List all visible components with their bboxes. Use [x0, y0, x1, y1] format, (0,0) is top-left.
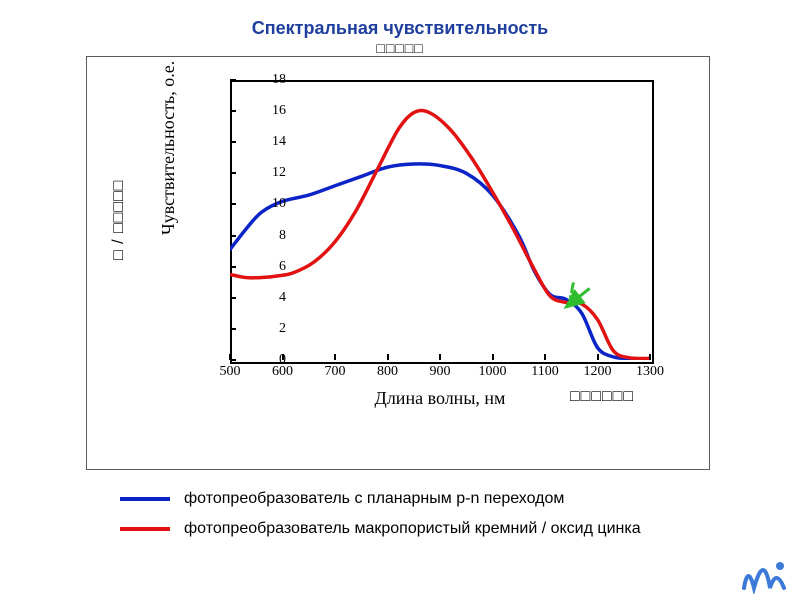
exclaim-mark: ! — [568, 278, 575, 304]
x-tick-label: 900 — [418, 364, 462, 380]
legend-label-1: фотопреобразователь с планарным p-n пере… — [184, 490, 564, 507]
x-tick-mark — [334, 354, 336, 360]
x-tick-mark — [597, 354, 599, 360]
legend-swatch-blue — [120, 497, 170, 501]
y-tick-mark — [230, 172, 236, 174]
y-tick-label: 8 — [230, 228, 286, 244]
logo-icon — [740, 558, 788, 594]
x-tick-label: 1300 — [628, 364, 672, 380]
y-tick-label: 18 — [230, 72, 286, 88]
y-tick-label: 10 — [230, 196, 286, 212]
legend-swatch-red — [120, 527, 170, 531]
x-tick-mark — [439, 354, 441, 360]
x-tick-mark — [492, 354, 494, 360]
x-tick-mark — [229, 354, 231, 360]
y-tick-label: 14 — [230, 134, 286, 150]
x-tick-mark — [544, 354, 546, 360]
arrow-annotation — [230, 80, 650, 360]
y-tick-label: 4 — [230, 290, 286, 306]
x-tick-label: 1000 — [471, 364, 515, 380]
y-tick-mark — [230, 110, 236, 112]
y-tick-label: 6 — [230, 259, 286, 275]
legend-label-2: фотопреобразователь макропористый кремни… — [184, 520, 641, 537]
subtitle-placeholder: □□□□□ — [0, 40, 800, 56]
x-tick-mark — [282, 354, 284, 360]
y-tick-mark — [230, 266, 236, 268]
page-root: { "title": "Спектральная чувствительност… — [0, 0, 800, 600]
x-tick-label: 500 — [208, 364, 252, 380]
x-tick-mark — [649, 354, 651, 360]
y-tick-mark — [230, 235, 236, 237]
y-axis-label-placeholder: □ / □□□□□ — [110, 180, 128, 260]
x-tick-mark — [387, 354, 389, 360]
y-tick-label: 12 — [230, 165, 286, 181]
title: Спектральная чувствительность — [0, 18, 800, 39]
y-tick-label: 16 — [230, 103, 286, 119]
legend-row-2: фотопреобразователь макропористый кремни… — [120, 520, 641, 538]
y-tick-mark — [230, 79, 236, 81]
legend-row-1: фотопреобразователь с планарным p-n пере… — [120, 490, 564, 508]
y-tick-mark — [230, 328, 236, 330]
x-tick-label: 1100 — [523, 364, 567, 380]
y-tick-mark — [230, 141, 236, 143]
y-tick-mark — [230, 297, 236, 299]
y-tick-mark — [230, 203, 236, 205]
x-tick-label: 1200 — [576, 364, 620, 380]
y-axis-label: Чувствительность, о.е. — [158, 61, 179, 235]
x-tick-label: 700 — [313, 364, 357, 380]
chart: Длина волны, нм □□□□□□ 02468101214161850… — [190, 70, 670, 410]
x-tick-label: 800 — [366, 364, 410, 380]
x-axis-label-placeholder: □□□□□□ — [570, 388, 634, 406]
x-tick-label: 600 — [261, 364, 305, 380]
y-tick-label: 2 — [230, 321, 286, 337]
